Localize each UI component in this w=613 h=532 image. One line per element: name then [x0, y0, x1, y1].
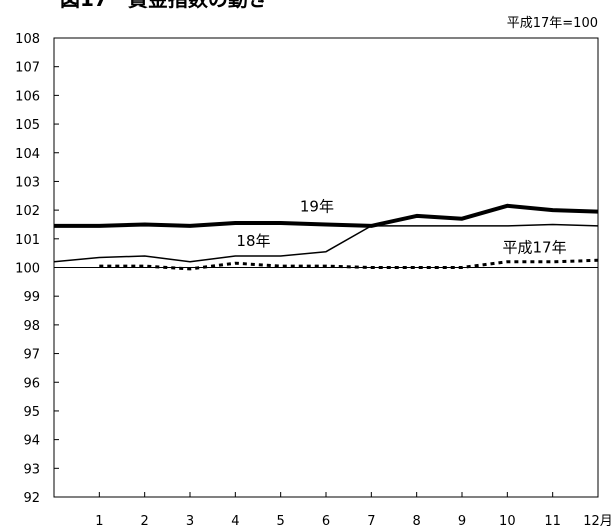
- x-tick-label: 7: [367, 514, 375, 529]
- x-tick-label: 3: [186, 514, 194, 529]
- series-label-0: 19年: [300, 198, 334, 216]
- x-tick-label: 12月: [583, 514, 613, 529]
- x-axis-ticks: 1 2 3 4 5 6 7 8 9 10 11 12月: [95, 492, 613, 529]
- y-tick-label: 98: [23, 319, 40, 334]
- y-tick-label: 102: [15, 204, 40, 219]
- chart-title: 図17 賃金指数の動き: [60, 0, 268, 11]
- y-tick-label: 93: [23, 462, 40, 477]
- y-tick-label: 99: [23, 290, 40, 305]
- y-tick-label: 108: [15, 32, 40, 47]
- series-labels: 19年 18年 平成17年: [236, 198, 566, 257]
- y-tick-label: 103: [15, 175, 40, 190]
- y-tick-label: 96: [23, 376, 40, 391]
- y-tick-label: 101: [15, 233, 40, 248]
- x-tick-label: 2: [141, 514, 149, 529]
- series-line-0: [54, 203, 599, 228]
- y-tick-label: 106: [15, 89, 40, 104]
- series-lines: [53, 203, 599, 271]
- y-tick-label: 97: [23, 348, 40, 363]
- x-tick-label: 4: [231, 514, 239, 529]
- y-tick-label: 105: [15, 118, 40, 133]
- y-tick-label: 92: [23, 491, 40, 506]
- series-line-2: [99, 258, 599, 271]
- x-tick-label: 10: [499, 514, 516, 529]
- x-tick-label: 1: [95, 514, 103, 529]
- x-tick-label: 8: [413, 514, 421, 529]
- series-label-1: 18年: [236, 232, 270, 250]
- y-tick-label: 95: [23, 405, 40, 420]
- y-tick-label: 104: [15, 147, 40, 162]
- series-label-2: 平成17年: [502, 239, 566, 257]
- x-tick-label: 6: [322, 514, 330, 529]
- y-tick-label: 100: [15, 262, 40, 277]
- y-tick-label: 94: [23, 434, 40, 449]
- x-tick-label: 5: [277, 514, 285, 529]
- y-tick-label: 107: [15, 61, 40, 76]
- y-axis-ticks: 108 107 106 105 104 103 102 101 100 99 98 97 96 95 94 9…: [15, 32, 59, 506]
- x-tick-label: 11: [544, 514, 561, 529]
- base-note: 平成17年=100: [507, 16, 598, 31]
- x-tick-label: 9: [458, 514, 466, 529]
- series-line-1: [53, 223, 599, 263]
